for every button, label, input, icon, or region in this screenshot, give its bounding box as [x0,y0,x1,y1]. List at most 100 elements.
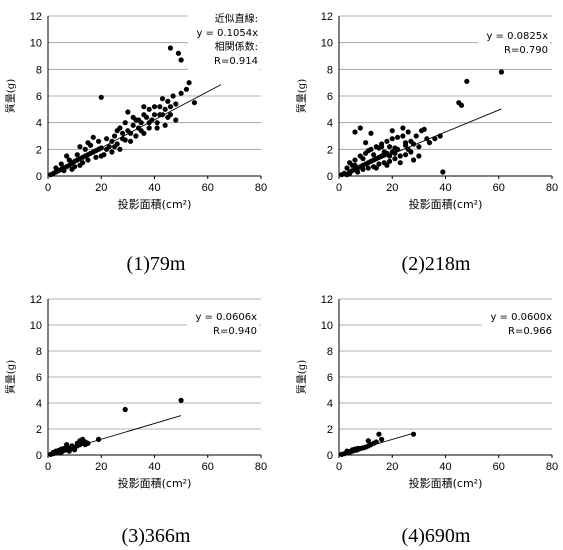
panel-1-data-point [141,112,147,118]
panel-4-annotation-line: y = 0.0600x [490,312,552,323]
panel-3-ytick-label: 6 [36,372,42,384]
panel-3-annotation-line: y = 0.0606x [195,312,257,323]
panel-1-chart: 0 2 4 6 8 10 12 0 20 40 60 80 投影面積(cm²) 質量(g) 近似直線: y =… [4,11,267,211]
panel-2-data-point [355,169,361,175]
panel-4-annotation-line: R=0.966 [508,326,552,337]
panel-1-data-point [74,152,80,158]
panel-1-data-point [146,106,152,112]
panel-3-data-point [122,406,128,413]
panel-2-data-point [400,133,406,139]
panel-1-annotation-box [188,11,260,71]
panel-2-data-point [352,129,358,135]
panel-2-x-axis-label: 投影面積(cm²) [409,197,483,211]
panel-1-data-point [173,117,179,123]
panel-1-data-point [77,162,83,168]
panel-1-x-axis-label: 投影面積(cm²) [118,197,192,211]
panel-2-data-point [392,145,398,151]
panel-1-data-point [167,104,174,110]
panel-1-data-point [175,50,182,56]
panel-4-ytick-label: 6 [327,372,333,384]
panel-2-caption: (2)218m [401,253,471,275]
panel-2-data-point [363,140,369,146]
panel-2-data-point [386,158,393,164]
panel-1-data-point [122,120,128,126]
panel-2-data-point [365,165,371,171]
panel-3-xtick-label: 40 [148,461,160,473]
panel-1-data-point [69,166,75,172]
panel-1-y-axis-label: 質量(g) [4,79,17,113]
panel-2-data-point [498,69,505,75]
panel-2-xtick-label: 40 [439,182,451,194]
panel-1-data-point [183,86,190,92]
panel-1-data-point [95,138,102,144]
panel-4-data-point [365,438,371,444]
panel-3-data-point [64,444,70,450]
panel-2-data-point [418,128,425,134]
panel-2-data-point [416,153,422,159]
panel-4-ytick-label: 2 [327,424,333,436]
panel-1-data-point [98,94,104,100]
panel-1-data-point [162,122,168,128]
panel-1-data-point [154,120,160,126]
panel-2-ytick-label: 8 [327,64,333,76]
panel-1-data-point [133,117,139,123]
panel-2-data-point [360,156,366,162]
panel-3-ytick-label: 4 [36,398,42,410]
panel-1-data-point [159,96,166,102]
panel-2-xtick-label: 0 [336,182,342,194]
panel-2-data-point [402,152,409,158]
panel-2-data-point [371,152,377,158]
panel-3-data-point [80,436,86,442]
panel-1-data-point [93,154,99,160]
panel-1-ytick-label: 12 [30,11,42,23]
panel-3-caption: (3)366m [121,525,191,547]
panel-1-data-point [64,153,70,159]
panel-1-data-point [111,144,118,150]
panel-1-data-point [133,133,139,139]
panel-2-data-point [365,148,371,154]
panel-4-trendline [338,432,414,456]
panel-1-data-point [151,112,158,118]
panel-1-data-point [119,130,126,136]
panel-1-data-point [111,133,118,139]
panel-2-y-axis-label: 質量(g) [295,79,308,113]
panel-3-data-point [72,447,78,453]
panel-3-ytick-label: 0 [36,450,42,462]
panel-2-xtick-label: 60 [493,182,505,194]
panel-4-xtick-label: 40 [439,461,451,473]
panel-2-annotation-box [478,28,550,60]
panel-1-xtick-label: 80 [255,182,267,194]
panel-2-data-point [389,128,395,134]
panel-3-ytick-label: 12 [30,294,42,306]
panel-4-xtick-label: 80 [546,461,558,473]
panel-2-data-point [352,157,358,163]
panel-2-data-point [416,144,422,150]
panel-4-data-point [379,436,385,442]
panel-2-data-point [458,102,465,108]
panel-2-data-point [344,165,350,171]
panel-2-data-point [360,166,366,172]
panel-3-ytick-label: 8 [36,346,42,358]
panel-2-data-point [464,78,470,84]
panel-2-chart: 0 2 4 6 8 10 12 0 20 40 60 80 投影面積(cm²) 質量(g) y = 0.08… [295,11,558,211]
panel-1-data-point [157,104,163,110]
panel-4-ytick-label: 12 [321,294,333,306]
panel-2-data-point [357,125,363,131]
panel-1-data-point [53,165,59,171]
panel-1-data-point [90,134,96,140]
panel-1-ytick-label: 6 [36,91,42,103]
panel-4-ytick-label: 4 [327,398,333,410]
panel-1-data-point [66,157,72,163]
panel-1-data-point [151,104,158,110]
panel-1-data-point [114,128,120,134]
panel-3-annotation-box [187,309,259,341]
panel-2-data-point [400,125,406,131]
panel-1-trendline [47,84,222,177]
panel-1-data-point [146,125,152,131]
panel-1-caption: (1)79m [126,253,186,275]
panel-1-data-point [191,100,198,106]
panel-1-annotation-line: R=0.914 [214,56,258,67]
panel-3-xtick-label: 60 [202,461,214,473]
panel-2-data-point [384,162,390,168]
